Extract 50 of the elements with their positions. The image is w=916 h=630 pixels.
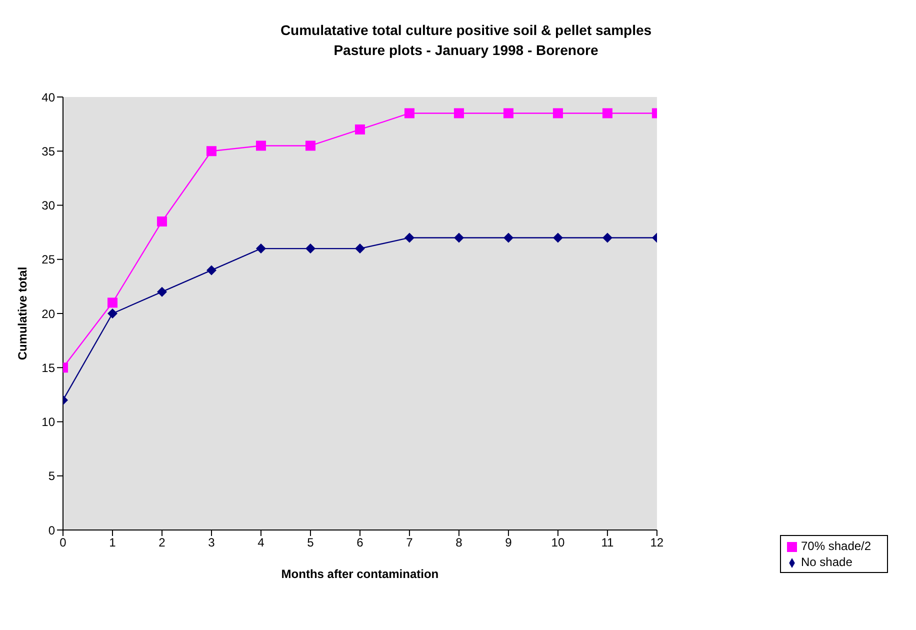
point (552, 232, 563, 243)
x-tick-label: 12 (650, 536, 664, 550)
x-tick-label: 7 (406, 536, 414, 550)
point (602, 108, 612, 118)
x-tick-label: 10 (551, 536, 565, 550)
x-axis-title: Months after contamination (281, 567, 439, 581)
y-tick-label: 15 (42, 360, 56, 375)
point (305, 244, 316, 254)
x-tick-label: 8 (456, 536, 463, 550)
y-tick-label: 5 (48, 469, 56, 484)
point (206, 146, 216, 156)
y-tick-label: 10 (42, 415, 56, 430)
point (454, 232, 464, 243)
point (107, 308, 118, 318)
y-tick-label: 20 (42, 306, 56, 321)
point (305, 140, 316, 151)
point (354, 124, 365, 134)
point (156, 216, 167, 226)
point (552, 108, 563, 118)
point (256, 140, 266, 151)
x-tick-label: 3 (208, 536, 216, 550)
point (107, 298, 118, 308)
point (602, 232, 612, 243)
x-tick-label: 4 (258, 536, 265, 550)
point (503, 108, 514, 118)
x-tick-label: 5 (307, 536, 314, 550)
chart-subtitle: Pasture plots - January 1998 - Borenore (332, 41, 600, 60)
legend-label: No shade (801, 555, 852, 569)
point (404, 232, 414, 243)
point (354, 244, 365, 254)
point (404, 108, 414, 118)
point (503, 232, 514, 243)
y-tick-label: 40 (42, 90, 56, 104)
x-tick-label: 0 (60, 536, 67, 550)
x-tick-label: 6 (356, 536, 364, 550)
point (156, 286, 167, 297)
y-tick-label: 0 (48, 523, 56, 538)
point (256, 244, 266, 254)
y-tick-label: 25 (42, 252, 56, 267)
chart-title: Cumulatative total culture positive soil & pellet samples (279, 21, 653, 40)
point (454, 108, 464, 118)
x-tick-label: 2 (158, 536, 166, 550)
y-axis-title: Cumulative total (15, 266, 30, 360)
x-tick-label: 11 (601, 536, 614, 550)
point (206, 265, 216, 276)
x-tick-label: 9 (505, 536, 512, 550)
x-tick-label: 1 (109, 536, 116, 550)
legend-label: 70% shade/2 (801, 539, 872, 553)
y-tick-label: 30 (42, 198, 56, 213)
y-tick-label: 35 (42, 144, 56, 158)
